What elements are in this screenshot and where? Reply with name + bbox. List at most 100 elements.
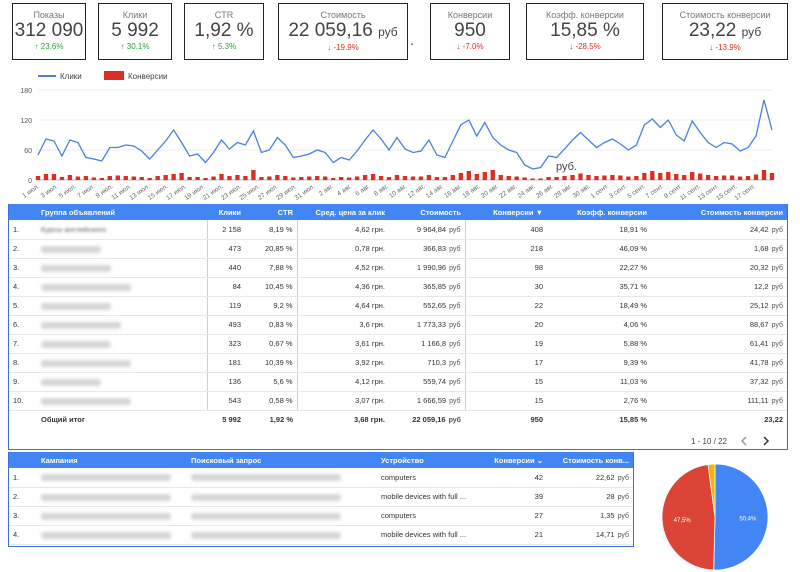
cost-value: 710,3 (427, 358, 447, 367)
redacted-text (41, 283, 131, 291)
conversion-bar (713, 176, 719, 180)
kpi-value: 15,85 % (550, 20, 620, 41)
ad-group-name (37, 353, 207, 373)
x-tick-label: 7 сент. (645, 183, 666, 200)
currency-label: руб (449, 360, 461, 367)
col-ctr[interactable]: CTR (245, 204, 297, 220)
col-cost[interactable]: Стоимость (389, 204, 465, 220)
conversions-cell: 27 (487, 506, 547, 526)
conversion-bar (43, 174, 49, 180)
col-search-query[interactable]: Поисковый запрос (187, 452, 377, 468)
redacted-text (41, 264, 111, 272)
table-row[interactable]: 3. 440 7,88 % 4,52 грн. 1 990,96 руб 98 22,27 %… (9, 258, 787, 278)
x-tick-label: 20 авг. (480, 183, 500, 200)
search-query-cell (187, 506, 377, 526)
col-conversion-rate[interactable]: Коэфф. конверсии (547, 204, 651, 220)
kpi-card-conversions: Конверсии 950 ↓ -7.0% (430, 3, 510, 60)
conversion-bar (323, 176, 328, 180)
col-campaign[interactable]: Кампания (37, 452, 187, 468)
col-conversions[interactable]: Конверсии ⌄ (487, 452, 547, 468)
col-cost-per-conversion[interactable]: Стоимость конверсии (651, 204, 787, 220)
table-row[interactable]: 2. mobile devices with full ... 39 28 руб (9, 487, 633, 507)
chevron-right-icon[interactable] (761, 436, 771, 446)
table-row[interactable]: 4. 84 10,45 % 4,36 грн. 365,85 руб 30 35,71 % 12… (9, 277, 787, 297)
ctr-cell: 5,6 % (245, 372, 297, 392)
row-index: 6. (9, 315, 37, 335)
x-tick-label: 16 авг. (443, 183, 463, 200)
kpi-value: 22 059,16 руб (279, 20, 407, 43)
conversion-bar (267, 176, 272, 180)
table-row[interactable]: 4. mobile devices with full ... 21 14,71 руб (9, 525, 633, 545)
clicks-line (37, 99, 773, 170)
conversion-bar (187, 177, 192, 180)
currency-label: руб (449, 303, 461, 310)
clicks-series-line (37, 99, 773, 170)
conversions-bars (35, 170, 775, 180)
table-row[interactable]: 9. 136 5,6 % 4,12 грн. 559,74 руб 15 11,03 % 37,… (9, 372, 787, 392)
campaign-cell (37, 468, 187, 488)
cost-per-conversion-cell: 20,32 руб (651, 258, 787, 278)
conversion-bar (745, 176, 751, 180)
col-device[interactable]: Устройство (377, 452, 487, 468)
kpi-change: ↑ 30.1% (99, 42, 171, 51)
table-row[interactable]: 10. 543 0,58 % 3,07 грн. 1 666,59 руб 15 2,76 %… (9, 391, 787, 411)
campaign-cell (37, 487, 187, 507)
cost-per-conversion-cell: 12,2 руб (651, 277, 787, 297)
redacted-text (191, 493, 341, 501)
table-row[interactable]: 7. 323 0,67 % 3,61 грн. 1 166,8 руб 19 5,88 % 61… (9, 334, 787, 354)
x-tick-label: 5 июл. (58, 183, 78, 200)
x-tick-label: 7 июл. (76, 183, 96, 200)
conversion-bar (331, 178, 336, 180)
search-query-cell (187, 487, 377, 507)
kpi-change-value: -28.5% (575, 42, 601, 51)
table-row[interactable]: 1. Курсы английского 2 158 8,19 % 4,62 грн. 9… (9, 220, 787, 240)
y-tick-label: 60 (24, 148, 32, 155)
chart-legend[interactable]: Клики Конверсии (38, 71, 168, 81)
clicks-cell: 84 (206, 277, 245, 297)
col-cost-per-conversion[interactable]: Стоимость конв... (547, 452, 633, 468)
kpi-change-value: -19.9% (333, 43, 359, 52)
redacted-text (41, 378, 101, 386)
conversion-bar (650, 171, 655, 180)
conversions-cell: 98 (464, 258, 547, 278)
search-query-cell (187, 468, 377, 488)
x-tick-label: 4 авг. (336, 183, 353, 198)
currency-label: руб (617, 494, 629, 501)
col-ad-group[interactable]: Группа объявлений (37, 204, 207, 220)
total-cost-value: 22 059,16 (412, 415, 446, 425)
currency-label: руб (617, 474, 629, 482)
conversion-bar (179, 173, 184, 180)
conversion-rate-cell: 2,76 % (547, 391, 651, 411)
table-row[interactable]: 5. 119 9,2 % 4,64 грн. 552,65 руб 22 18,49 % 25,… (9, 296, 787, 316)
cpa-value: 61,41 (749, 339, 769, 348)
avg-cpc-cell: 4,52 грн. (296, 258, 389, 278)
col-clicks[interactable]: Клики (207, 204, 245, 220)
cpa-value: 22,62 (595, 472, 615, 482)
conversion-bar (235, 175, 240, 180)
ctr-cell: 10,45 % (245, 277, 297, 297)
pie-slice[interactable] (707, 463, 716, 518)
table-row[interactable]: 8. 181 10,39 % 3,92 грн. 710,3 руб 17 9,39 % 41,… (9, 353, 787, 373)
conversion-bar (163, 175, 168, 180)
kpi-label: Клики (122, 10, 148, 20)
kpi-card-conversion-rate: Коэфф. конверсии 15,85 % ↓ -28.5% (526, 3, 644, 60)
total-conversions: 950 (530, 415, 543, 425)
row-index: 4. (9, 525, 37, 545)
table-row[interactable]: 6. 493 0,83 % 3,6 грн. 1 773,33 руб 20 4,06 % 88… (9, 315, 787, 335)
chevron-left-icon[interactable] (739, 436, 749, 446)
conversion-bar (466, 171, 472, 180)
arrow-down-icon: ↓ (569, 42, 574, 51)
conversion-bar (737, 176, 743, 180)
row-index: 2. (9, 239, 37, 259)
table-row[interactable]: 3. computers 27 1,35 руб (9, 506, 633, 526)
kpi-change: ↓ -28.5% (527, 42, 643, 51)
cpa-value: 1,35 (599, 511, 615, 520)
conversion-rate-cell: 4,06 % (547, 315, 651, 335)
col-avg-cpc[interactable]: Сред. цена за клик (297, 204, 389, 220)
conversion-bar (386, 177, 392, 180)
col-conversions[interactable]: Конверсии ▼ (465, 204, 547, 220)
ad-group-name (37, 315, 207, 335)
table-row[interactable]: 2. 473 20,85 % 0,78 грн. 366,83 руб 218 46,09 %… (9, 239, 787, 259)
table-row[interactable]: 1. computers 42 22,62 руб (9, 468, 633, 488)
conversion-bar (131, 176, 136, 180)
